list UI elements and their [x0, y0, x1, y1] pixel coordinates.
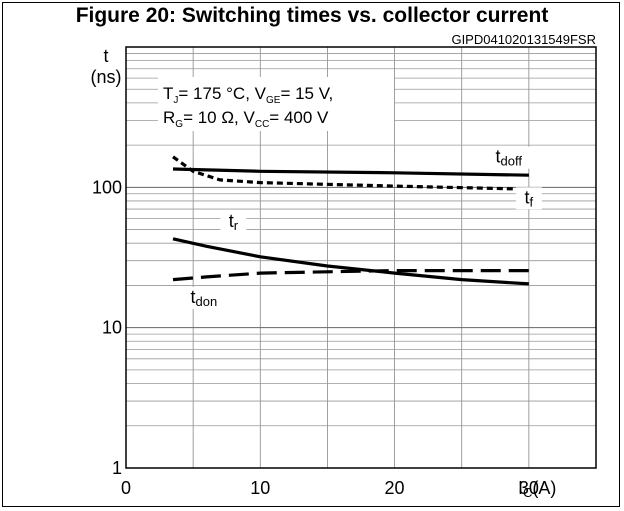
series-lines — [172, 155, 530, 286]
series-label-bg-tdoff — [483, 146, 534, 169]
series-label-bg-tf — [515, 187, 542, 210]
x-tick-label: 30 — [519, 478, 539, 498]
series-line-tf — [172, 155, 529, 191]
conditions-line-1: TJ= 175 °C, VGE= 15 V, — [163, 84, 333, 106]
x-axis-label: IC(A) — [518, 478, 556, 500]
figure-title: Figure 20: Switching times vs. collector… — [75, 4, 549, 27]
conditions-box — [158, 77, 394, 131]
x-tick-label: 10 — [250, 478, 270, 498]
y-tick-label: 100 — [92, 177, 122, 197]
series-label-bg-tdon — [182, 286, 225, 309]
series-line-tdoff — [172, 167, 529, 177]
y-tick-label: 1 — [112, 458, 122, 478]
conditions-line-2: RG= 10 Ω, VCC= 400 V — [163, 108, 329, 130]
series-label-tf: tf — [525, 187, 534, 209]
figure-code: GIPD041020131549FSR — [451, 32, 596, 47]
series-label-tdon: tdon — [191, 287, 218, 309]
plot-border — [125, 46, 597, 469]
y-axis-label-unit: (ns) — [91, 67, 122, 87]
y-axis-label-symbol: t — [103, 46, 108, 66]
series-label-tdoff: tdoff — [495, 147, 522, 169]
grid-lines — [126, 47, 596, 468]
figure-frame — [2, 2, 620, 507]
series-label-tr: tr — [229, 211, 239, 233]
tick-labels: 0 10 20 30 1 10 100 — [92, 177, 539, 498]
series-line-tdon — [172, 269, 529, 282]
series-label-bg-tr — [220, 211, 247, 234]
y-tick-label: 10 — [102, 318, 122, 338]
x-tick-label: 0 — [121, 478, 131, 498]
x-tick-label: 20 — [385, 478, 405, 498]
series-line-tr — [172, 237, 530, 286]
